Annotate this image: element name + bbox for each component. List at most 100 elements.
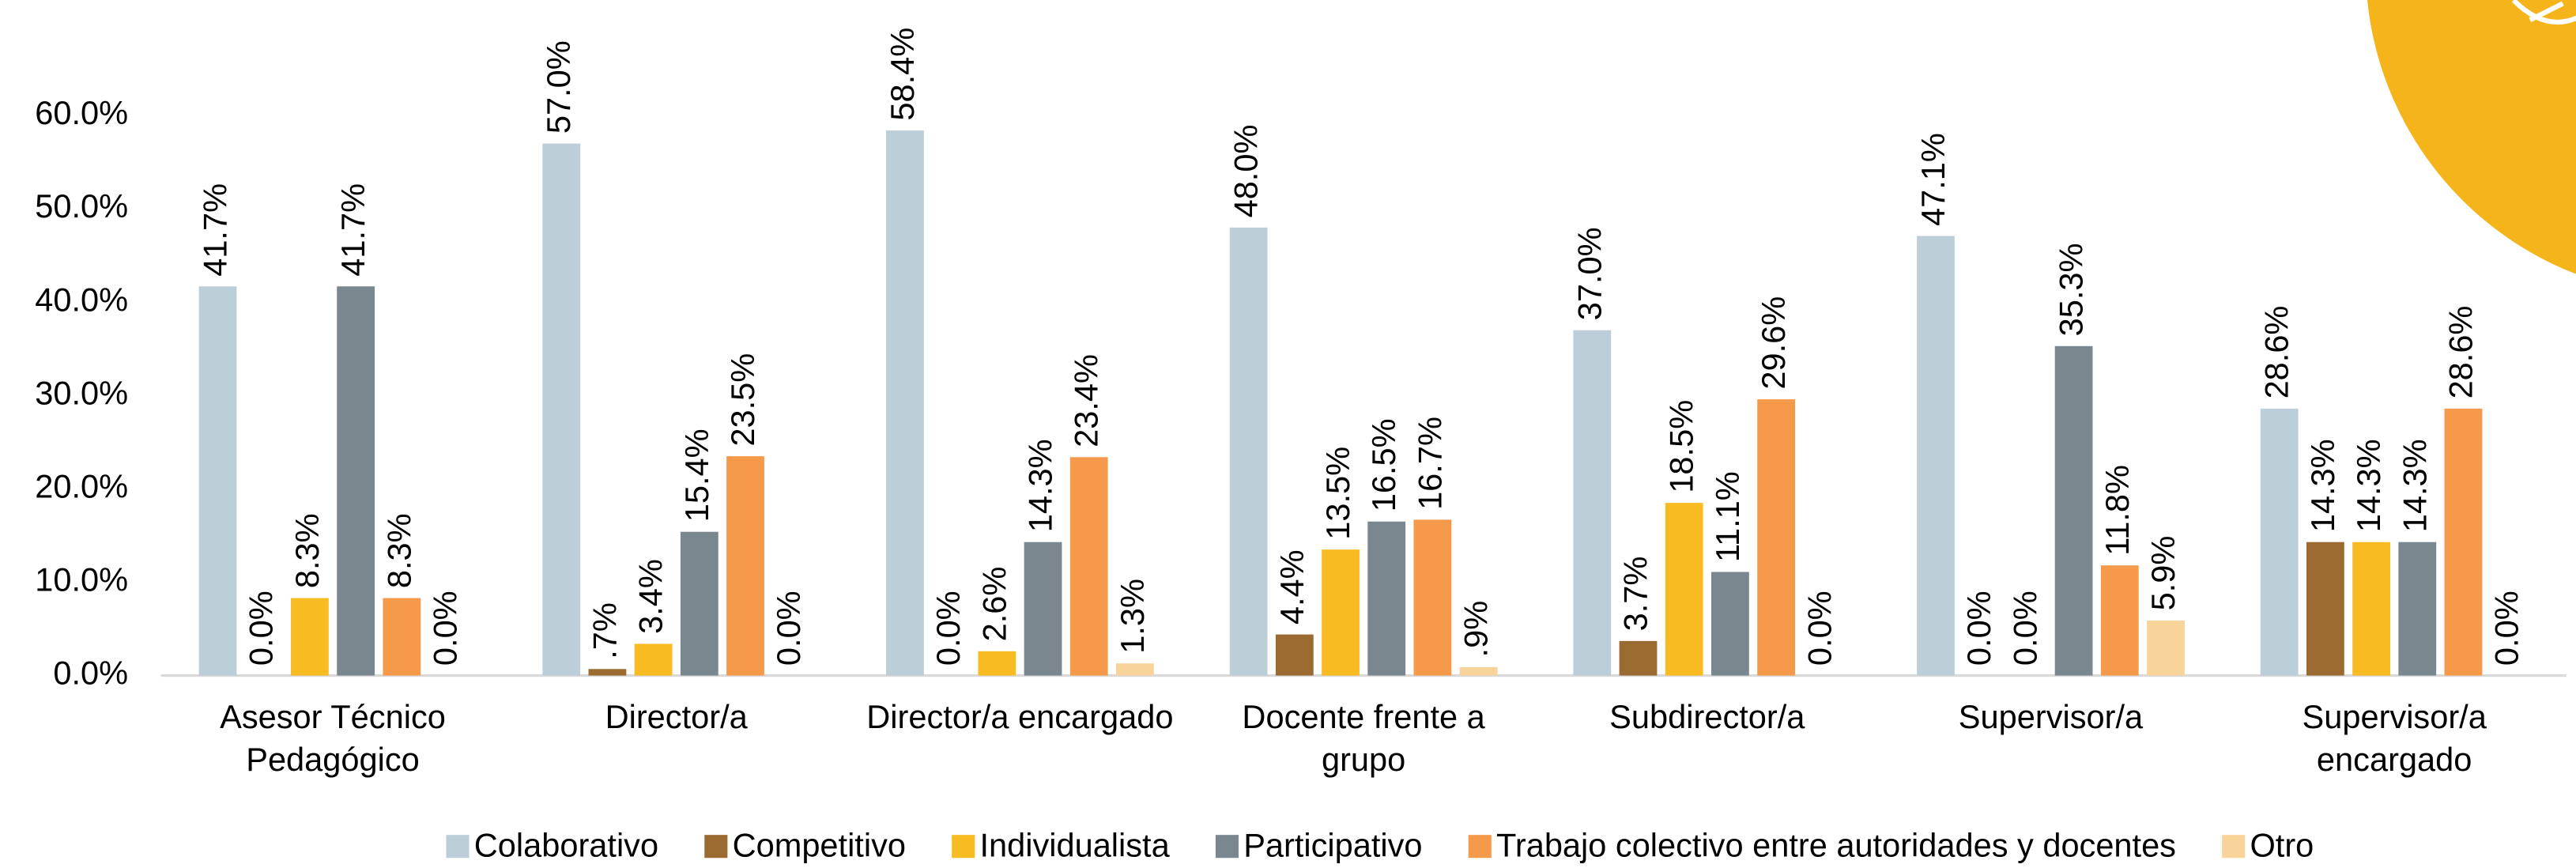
value-label: 41.7% [197, 183, 234, 277]
value-label: 0.0% [2488, 591, 2525, 666]
x-tick-label-box: Subdirector/a [1551, 697, 1863, 796]
bar [2055, 346, 2093, 676]
value-label: 14.3% [2304, 439, 2341, 532]
y-tick-label: 0.0% [53, 655, 128, 692]
value-label: 41.7% [334, 183, 372, 277]
legend-swatch [1469, 835, 1492, 858]
value-label: 0.0% [243, 591, 280, 666]
decoration [2366, 0, 2576, 296]
x-tick-label: Asesor Técnico Pedagógico [177, 697, 489, 783]
bar [1230, 228, 1268, 676]
y-tick-label: 20.0% [35, 467, 128, 504]
bar [589, 669, 627, 675]
value-label: 58.4% [884, 28, 921, 121]
value-label: 0.0% [770, 591, 807, 666]
value-label: 0.0% [930, 591, 967, 666]
value-label: 11.1% [1709, 471, 1746, 562]
x-tick-label-box: Supervisor/a encargado [2238, 697, 2551, 796]
bar [337, 286, 375, 675]
value-label: 11.8% [2099, 465, 2136, 556]
bar [1322, 549, 1360, 675]
value-label: 5.9% [2144, 536, 2182, 611]
x-tick-label: Subdirector/a [1551, 697, 1863, 740]
legend-swatch [446, 835, 469, 858]
bar [978, 651, 1016, 676]
value-label: 14.3% [1021, 439, 1058, 532]
bar [2101, 565, 2139, 675]
value-label: 23.5% [724, 353, 761, 447]
legend-label: Otro [2250, 827, 2314, 864]
bar [1573, 330, 1611, 676]
page: {"chart_data": {"type": "bar", "categori… [0, 0, 2576, 868]
legend-label: Colaborativo [474, 827, 658, 864]
bar [2445, 409, 2483, 676]
legend-swatch [952, 835, 975, 858]
value-label: .7% [586, 602, 623, 659]
value-label: 48.0% [1228, 125, 1265, 218]
value-label: 16.5% [1365, 418, 1402, 511]
value-label: 13.5% [1319, 447, 1356, 540]
x-tick-label-box: Supervisor/a [1895, 697, 2207, 796]
value-label: 28.6% [2442, 306, 2479, 399]
bar [2261, 409, 2299, 676]
bar [291, 598, 329, 676]
legend-label: Trabajo colectivo entre autoridades y do… [1496, 827, 2176, 864]
y-tick-label: 10.0% [35, 560, 128, 598]
value-label: 0.0% [2006, 591, 2043, 666]
value-label: 29.6% [1755, 296, 1792, 390]
x-tick-label: Director/a encargado [864, 697, 1176, 740]
legend-label: Participativo [1243, 827, 1422, 864]
value-label: 14.3% [2396, 439, 2433, 532]
value-label: 23.4% [1068, 354, 1105, 447]
bar [542, 144, 580, 676]
bar [1367, 522, 1405, 676]
legend: Colaborativo Competitivo Individualista Par… [446, 827, 2314, 864]
bar [1917, 236, 1955, 675]
y-tick-label: 30.0% [35, 374, 128, 411]
value-label: 3.4% [632, 559, 669, 634]
legend-label: Competitivo [733, 827, 906, 864]
value-label: 4.4% [1273, 549, 1311, 625]
y-tick-label: 50.0% [35, 187, 128, 225]
bar [1757, 399, 1795, 675]
legend-swatch [2222, 835, 2245, 858]
value-label: 35.3% [2053, 243, 2090, 337]
y-tick-label: 40.0% [35, 281, 128, 318]
x-tick-label: Supervisor/a encargado [2238, 697, 2551, 783]
bar [2352, 542, 2390, 676]
value-label: 0.0% [1801, 591, 1838, 666]
bar [1276, 635, 1314, 676]
x-tick-label-box: Director/a [520, 697, 832, 796]
bar [2398, 542, 2436, 676]
legend-swatch [704, 835, 727, 858]
bar [1460, 667, 1498, 676]
x-tick-label-box: Docente frente a grupo [1208, 697, 1520, 796]
value-label: 0.0% [1960, 591, 1997, 666]
legend-label: Individualista [979, 827, 1170, 864]
value-label: 47.1% [1914, 133, 1952, 226]
bar [1711, 572, 1749, 675]
bar [1024, 542, 1062, 676]
value-label: 57.0% [540, 40, 577, 134]
value-label: 8.3% [289, 513, 326, 588]
bar [2147, 621, 2185, 676]
bar [1620, 641, 1658, 676]
bar [635, 643, 673, 675]
x-tick-label: Supervisor/a [1895, 697, 2207, 740]
bar [1070, 457, 1108, 675]
legend-swatch [1216, 835, 1239, 858]
value-label: 1.3% [1114, 579, 1151, 654]
bar [199, 286, 237, 675]
bar [886, 130, 924, 675]
bar [2306, 542, 2344, 676]
chart: 0.0%10.0%20.0%30.0%40.0%50.0%60.0%41.7%5… [0, 0, 2576, 868]
value-label: 16.7% [1411, 417, 1448, 510]
x-tick-label-box: Director/a encargado [864, 697, 1176, 796]
value-label: 15.4% [678, 428, 715, 522]
bar [383, 598, 421, 676]
value-label: .9% [1458, 601, 1495, 658]
bar [1665, 503, 1703, 675]
value-label: 14.3% [2350, 439, 2387, 532]
value-label: 8.3% [380, 513, 417, 588]
value-label: 2.6% [975, 567, 1013, 642]
